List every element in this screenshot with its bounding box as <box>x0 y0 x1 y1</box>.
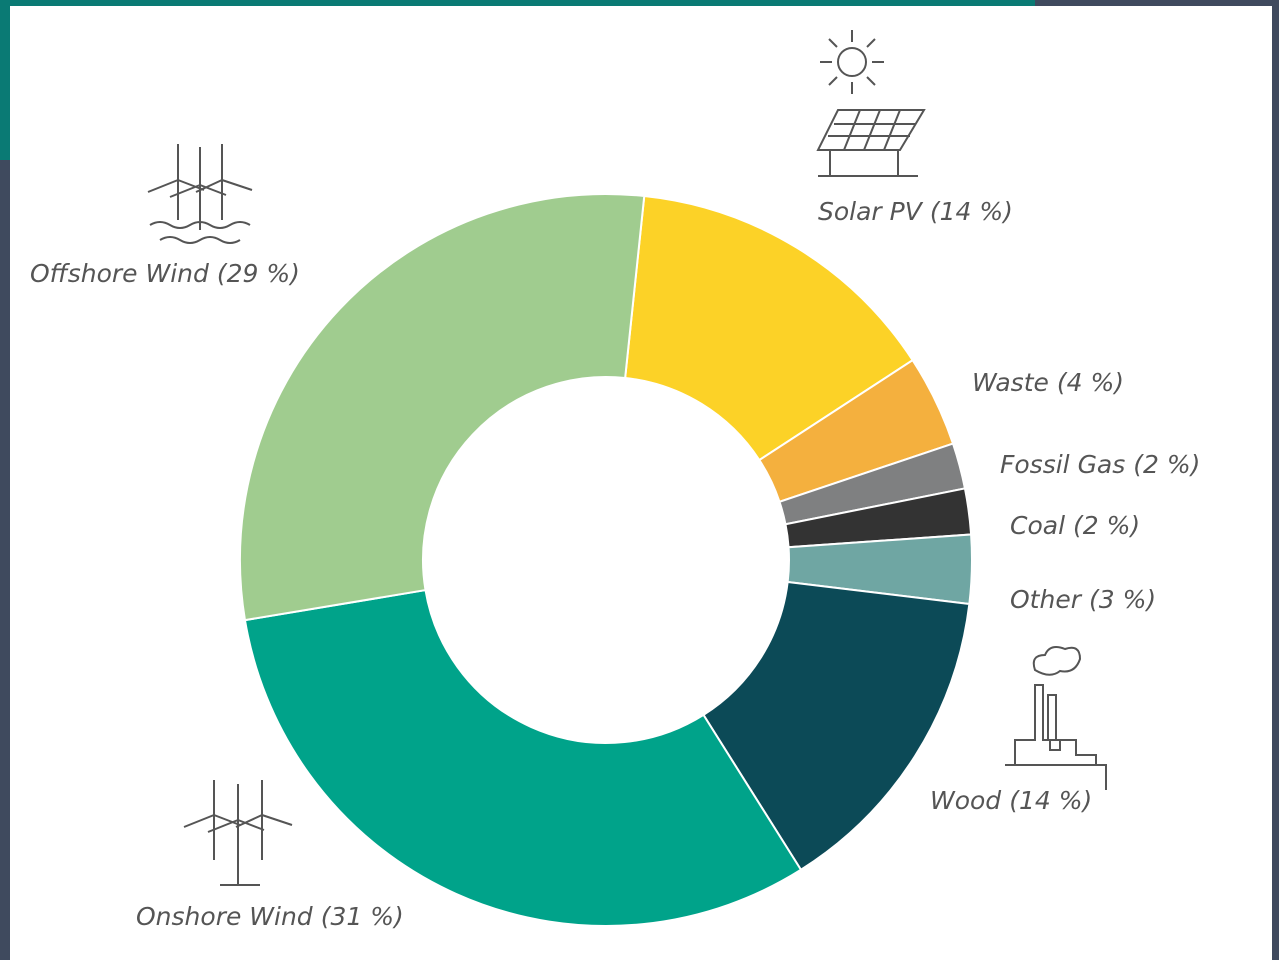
slice-label: Offshore Wind (29 %) <box>30 259 300 288</box>
slice-name: Offshore Wind <box>30 259 209 288</box>
donut-slice <box>243 588 803 927</box>
side-bar-lower <box>0 160 10 960</box>
slice-label: Wood (14 %) <box>930 786 1092 815</box>
slice-value: (14 %) <box>1009 786 1092 815</box>
slice-label: Coal (2 %) <box>1010 511 1140 540</box>
side-bar-right <box>1272 6 1279 960</box>
slice-value: (31 %) <box>321 902 404 931</box>
slice-name: Other <box>1010 585 1083 614</box>
slice-label: Solar PV (14 %) <box>818 197 1013 226</box>
slice-name: Waste <box>972 368 1049 397</box>
slice-value: (2 %) <box>1133 450 1200 479</box>
top-bar-right <box>1035 0 1279 6</box>
donut-slice <box>624 194 915 462</box>
slice-value: (2 %) <box>1073 511 1140 540</box>
slice-name: Coal <box>1010 511 1065 540</box>
onshore-wind-icon <box>183 780 293 886</box>
slice-value: (29 %) <box>217 259 300 288</box>
solar-panel-icon <box>816 109 926 177</box>
slice-value: (14 %) <box>930 197 1013 226</box>
slice-value: (3 %) <box>1089 585 1156 614</box>
donut-slice <box>239 193 646 622</box>
donut-slice <box>702 580 971 872</box>
slice-label: Onshore Wind (31 %) <box>136 902 404 931</box>
slice-name: Fossil Gas <box>1000 450 1125 479</box>
slice-label: Other (3 %) <box>1010 585 1156 614</box>
sun-icon <box>820 30 884 94</box>
slice-label: Waste (4 %) <box>972 368 1124 397</box>
factory-icon <box>1005 646 1107 790</box>
slice-name: Onshore Wind <box>136 902 313 931</box>
donut <box>239 193 973 927</box>
slice-label: Fossil Gas (2 %) <box>1000 450 1200 479</box>
top-bar <box>0 0 1035 6</box>
slice-name: Wood <box>930 786 1001 815</box>
slice-name: Solar PV <box>818 197 924 226</box>
offshore-wind-icon <box>147 144 253 244</box>
side-bar <box>0 0 10 160</box>
slice-value: (4 %) <box>1057 368 1124 397</box>
